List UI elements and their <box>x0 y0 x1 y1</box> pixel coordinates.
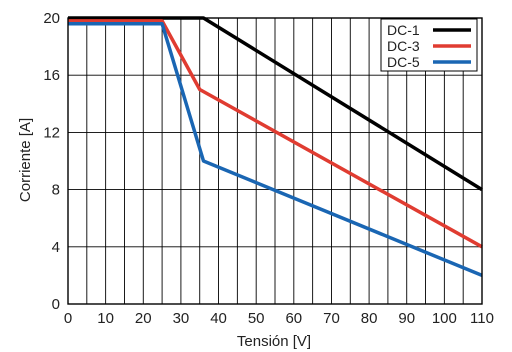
x-tick-label: 30 <box>173 310 190 327</box>
y-tick-labels: 0 4 8 12 16 20 <box>43 10 60 313</box>
legend-label: DC-3 <box>387 38 420 54</box>
x-tick-label: 80 <box>361 310 378 327</box>
x-tick-label: 0 <box>64 310 72 327</box>
plot-border <box>67 17 483 305</box>
x-tick-label: 60 <box>285 310 302 327</box>
x-tick-label: 10 <box>97 310 114 327</box>
legend: DC-1DC-3DC-5 <box>380 18 478 72</box>
legend-label: DC-1 <box>387 22 420 38</box>
x-tick-label: 110 <box>470 310 494 327</box>
y-tick-label: 8 <box>52 182 60 199</box>
x-axis-label: Tensión [V] <box>237 333 311 350</box>
x-tick-label: 90 <box>398 310 415 327</box>
series-line-dc-5 <box>68 21 483 278</box>
y-tick-label: 0 <box>52 296 60 313</box>
y-tick-label: 4 <box>52 239 60 256</box>
x-tick-label: 40 <box>210 310 227 327</box>
legend-label: DC-5 <box>387 54 420 70</box>
y-tick-label: 12 <box>43 124 60 141</box>
plot-frame <box>67 17 483 305</box>
x-tick-label: 20 <box>135 310 152 327</box>
x-tick-label: 70 <box>323 310 340 327</box>
y-tick-label: 16 <box>43 67 60 84</box>
x-tick-label: 50 <box>248 310 265 327</box>
x-tick-label: 100 <box>432 310 457 327</box>
y-tick-label: 20 <box>43 10 60 27</box>
x-tick-labels: 0 10 20 30 40 50 60 70 80 90 100 110 <box>64 310 494 327</box>
y-axis-label: Corriente [A] <box>17 118 34 202</box>
series-line-dc-3 <box>68 19 483 249</box>
